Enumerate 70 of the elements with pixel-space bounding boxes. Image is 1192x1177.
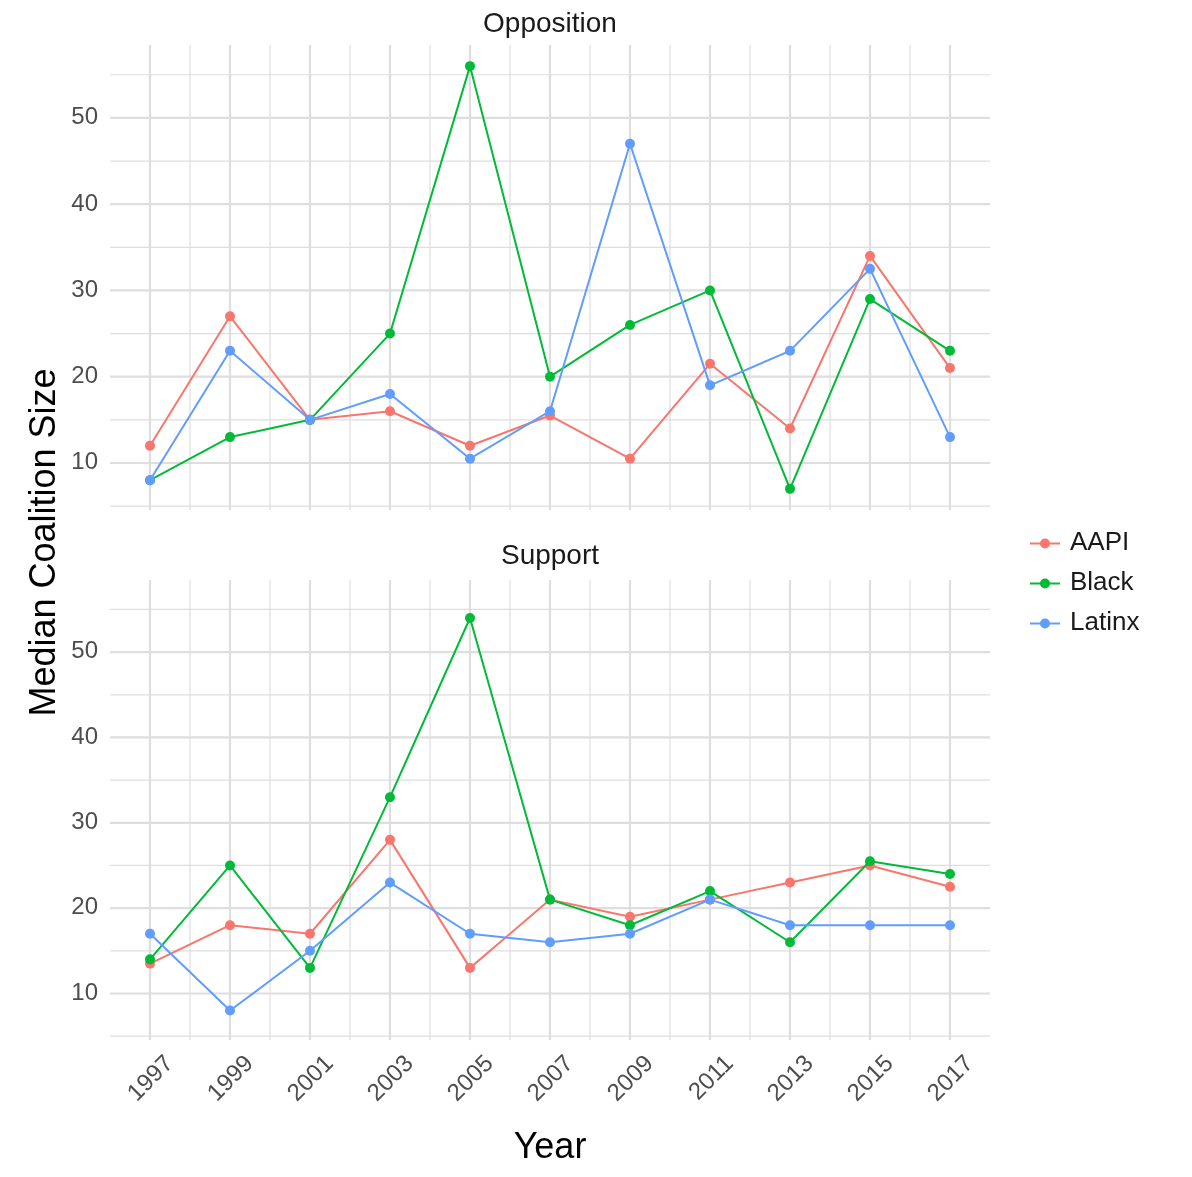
y-tick-label: 40 xyxy=(71,721,98,749)
y-tick-label: 10 xyxy=(71,977,98,1005)
point xyxy=(785,423,795,434)
point xyxy=(945,920,955,931)
point xyxy=(705,285,715,296)
point xyxy=(625,453,635,464)
point xyxy=(385,328,395,339)
point xyxy=(785,345,795,356)
point xyxy=(625,928,635,939)
point xyxy=(545,406,555,417)
point xyxy=(705,380,715,391)
point xyxy=(945,869,955,880)
legend-label: AAPI xyxy=(1070,526,1130,557)
point xyxy=(305,928,315,939)
point xyxy=(865,856,875,867)
point xyxy=(225,1005,235,1016)
x-axis-title: Year xyxy=(513,1125,587,1166)
y-tick-label: 30 xyxy=(71,807,98,835)
point xyxy=(225,860,235,871)
point xyxy=(145,440,155,451)
point xyxy=(385,834,395,845)
point xyxy=(465,928,475,939)
point xyxy=(305,962,315,973)
point xyxy=(865,263,875,274)
y-tick-label: 50 xyxy=(71,636,98,664)
y-tick-label: 50 xyxy=(71,102,98,130)
point xyxy=(945,363,955,374)
point xyxy=(865,250,875,261)
chart-title: Opposition xyxy=(483,7,617,39)
legend-label: Black xyxy=(1070,566,1135,597)
y-tick-label: 40 xyxy=(71,188,98,216)
chart-title: Support xyxy=(500,539,600,571)
point xyxy=(625,319,635,330)
point xyxy=(945,881,955,892)
point xyxy=(545,937,555,948)
point xyxy=(945,432,955,443)
point xyxy=(465,612,475,623)
point xyxy=(385,877,395,888)
point xyxy=(465,61,475,72)
point xyxy=(785,483,795,494)
point xyxy=(785,877,795,888)
point xyxy=(945,345,955,356)
point xyxy=(225,920,235,931)
point xyxy=(225,432,235,443)
point xyxy=(225,345,235,356)
point xyxy=(385,792,395,803)
y-tick-label: 20 xyxy=(71,361,98,389)
y-tick-label: 10 xyxy=(71,447,98,475)
point xyxy=(465,453,475,464)
point xyxy=(465,440,475,451)
point xyxy=(305,945,315,956)
point xyxy=(545,371,555,382)
point xyxy=(145,928,155,939)
point xyxy=(625,138,635,149)
y-axis-title: Median Coalition Size xyxy=(21,368,63,717)
point xyxy=(465,962,475,973)
point xyxy=(785,937,795,948)
y-tick-label: 30 xyxy=(71,274,98,302)
point xyxy=(385,406,395,417)
point xyxy=(865,294,875,305)
point xyxy=(785,920,795,931)
point xyxy=(705,886,715,897)
point xyxy=(865,920,875,931)
point xyxy=(145,954,155,965)
legend-label: Latinx xyxy=(1070,606,1140,637)
point xyxy=(385,388,395,399)
point xyxy=(625,920,635,931)
y-tick-label: 20 xyxy=(71,892,98,920)
point xyxy=(225,311,235,322)
point xyxy=(705,358,715,369)
